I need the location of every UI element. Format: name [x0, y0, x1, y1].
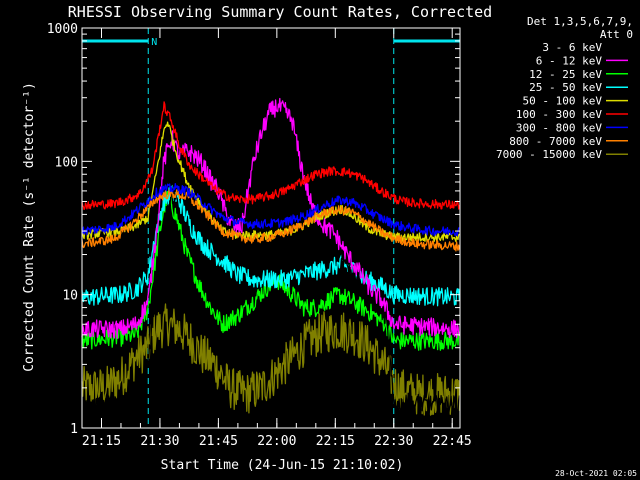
- series-line: [81, 303, 461, 416]
- y-tick-label: 1: [70, 422, 78, 437]
- x-tick-label: 21:45: [199, 434, 238, 449]
- y-tick-label: 100: [55, 155, 78, 170]
- series-line: [81, 182, 460, 237]
- series-line: [81, 97, 461, 339]
- x-tick-label: 21:15: [82, 434, 121, 449]
- y-tick-label: 10: [62, 289, 78, 304]
- x-tick-label: 21:30: [140, 434, 179, 449]
- y-axis-label: Corrected Count Rate (s⁻¹ detector⁻¹): [22, 82, 37, 372]
- legend-label: 3 - 6 keV: [542, 41, 602, 54]
- legend-header-line1: Det 1,3,5,6,7,9,: [527, 15, 633, 28]
- x-tick-label: 22:30: [374, 434, 413, 449]
- series-line: [81, 146, 461, 415]
- x-tick-label: 22:15: [316, 434, 355, 449]
- x-tick-label: 22:45: [433, 434, 472, 449]
- legend-label: 50 - 100 keV: [523, 95, 603, 108]
- legend-label: 7000 - 15000 keV: [496, 148, 602, 161]
- legend-header-line2: Att 0: [600, 28, 633, 41]
- legend-label: 6 - 12 keV: [536, 54, 603, 67]
- night-marker: N: [151, 37, 157, 48]
- legend-label: 800 - 7000 keV: [509, 135, 602, 148]
- legend-label: 100 - 300 keV: [516, 108, 602, 121]
- legend-label: 25 - 50 keV: [529, 81, 602, 94]
- series-line: [81, 189, 461, 252]
- chart-title: RHESSI Observing Summary Count Rates, Co…: [68, 3, 492, 21]
- y-tick-label: 1000: [47, 22, 78, 37]
- axes: 1 10 100 1000 21:15 21:30 21:45 22:00 22:15 22:30…: [47, 22, 472, 449]
- plot-frame: [81, 27, 461, 429]
- footer-timestamp: 28-Oct-2021 02:05: [555, 469, 637, 478]
- legend-label: 300 - 800 keV: [516, 121, 602, 134]
- series-line: [81, 101, 461, 211]
- x-tick-label: 22:00: [257, 434, 296, 449]
- legend-label: 12 - 25 keV: [529, 68, 602, 81]
- x-axis-label: Start Time (24-Jun-15 21:10:02): [161, 458, 404, 473]
- series-line: [81, 184, 461, 307]
